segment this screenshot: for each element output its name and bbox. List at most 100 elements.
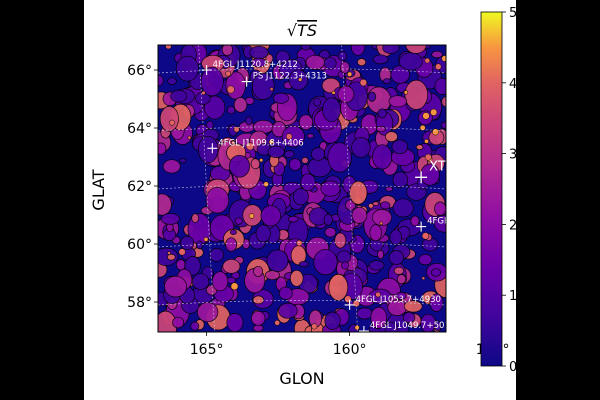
ts-blob [313, 248, 338, 276]
ts-blob [164, 275, 188, 298]
ts-hotspot [441, 55, 446, 62]
ts-blob [251, 72, 275, 100]
ts-blobs [158, 45, 446, 332]
ts-blob [357, 58, 367, 67]
ts-blob [260, 205, 282, 227]
ts-blob [209, 248, 225, 262]
ts-blob [252, 324, 264, 332]
ts-blob [388, 250, 405, 265]
ts-blob [170, 89, 187, 103]
colorbar-tick-label: 4 [509, 77, 517, 92]
ts-blob [160, 213, 180, 225]
source-markers [201, 65, 569, 332]
coordinate-grid [158, 45, 446, 332]
ts-blob [323, 56, 337, 70]
ts-hotspot [424, 57, 431, 64]
ts-blob [253, 265, 264, 277]
ts-blob [191, 273, 210, 290]
ts-blob [305, 54, 325, 70]
source-labels: 4FGL J1120.8+4212 PS J1122.3+4313 PS J1131… [213, 60, 600, 331]
ts-hotspot [368, 203, 374, 209]
grid-lat-line [158, 300, 446, 306]
ts-hotspot [231, 140, 236, 145]
source-label: 4FGL J1120.8+4212 [213, 60, 298, 70]
ts-blob [370, 306, 387, 329]
ts-blob [284, 150, 295, 159]
ts-hotspot [178, 248, 186, 256]
ts-hotspot [432, 128, 439, 136]
ts-hotspot [421, 232, 430, 240]
ts-blob [404, 79, 429, 110]
colorbar-tick-label: 1 [509, 289, 517, 304]
ts-blob [380, 201, 391, 210]
grid-lat-line [158, 242, 446, 248]
ts-hotspot [296, 239, 303, 247]
ts-blob [167, 77, 177, 86]
ts-blob [278, 302, 298, 319]
y-axis-label: GLAT [89, 169, 108, 210]
ts-blob [382, 78, 392, 85]
ts-blob [158, 193, 172, 216]
ts-hotspot [225, 70, 231, 77]
colorbar [480, 11, 503, 367]
ts-blob [191, 213, 200, 223]
ts-blob [234, 217, 243, 225]
ts-blob [371, 209, 393, 226]
ts-blob [197, 135, 219, 164]
ts-blob [306, 133, 315, 139]
y-tick-label: 58° [127, 295, 152, 311]
ts-hotspot [421, 276, 426, 280]
ts-blob [229, 154, 250, 178]
ts-blob [265, 53, 274, 64]
ts-blob [367, 91, 377, 102]
ts-hotspot [269, 87, 274, 91]
ts-blob [251, 57, 267, 68]
ts-blob [392, 198, 414, 218]
ts-blob [327, 142, 352, 173]
ts-blob [396, 274, 407, 285]
ts-hotspot [169, 119, 176, 126]
ts-blob [385, 131, 398, 143]
target-label: XTE J1118+480 [429, 159, 531, 174]
ts-blob [410, 215, 420, 227]
grid-lat-line [158, 68, 446, 74]
colorbar-tick-label: 2 [509, 218, 517, 233]
ts-blob [172, 316, 185, 329]
ts-hotspot [268, 139, 274, 145]
y-tick-label: 62° [127, 179, 152, 195]
ts-blob [384, 321, 399, 332]
ts-hotspot [435, 63, 442, 70]
colorbar-tick-label: 0 [509, 360, 517, 375]
ts-blob [288, 215, 299, 223]
x-tick-label: 165° [190, 342, 224, 358]
ts-blob [418, 253, 433, 266]
ts-hotspot [424, 138, 429, 144]
ts-blob [266, 249, 289, 272]
colorbar-ticks: 0 1 2 3 4 5 [502, 6, 517, 375]
source-label: PS J1122.3+4313 [253, 72, 327, 82]
ts-hotspot [233, 126, 240, 133]
source-label: 4FGL J1049.7+5011 [370, 321, 455, 331]
ts-blob [273, 92, 289, 104]
ts-blob [351, 206, 368, 224]
source-label: 4FGL J1135 [570, 124, 600, 134]
ts-hotspot [248, 213, 255, 219]
ts-blob [351, 137, 371, 158]
ts-hotspot [352, 300, 360, 308]
ts-blob [298, 260, 309, 268]
ts-blob [341, 261, 350, 270]
ts-blob [255, 224, 271, 243]
ts-blob [278, 286, 293, 300]
ts-blob [337, 51, 348, 62]
source-marker [559, 129, 569, 139]
ts-blob [196, 302, 219, 323]
ts-blob [175, 55, 199, 82]
source-marker [241, 76, 252, 87]
colorbar-tick-label: 5 [509, 6, 517, 21]
ts-blob [368, 260, 385, 271]
ts-blob [298, 114, 314, 131]
ts-blob [320, 180, 341, 197]
ts-blob [233, 97, 248, 113]
source-label: 4FGL J1102.6+5 [499, 321, 568, 331]
